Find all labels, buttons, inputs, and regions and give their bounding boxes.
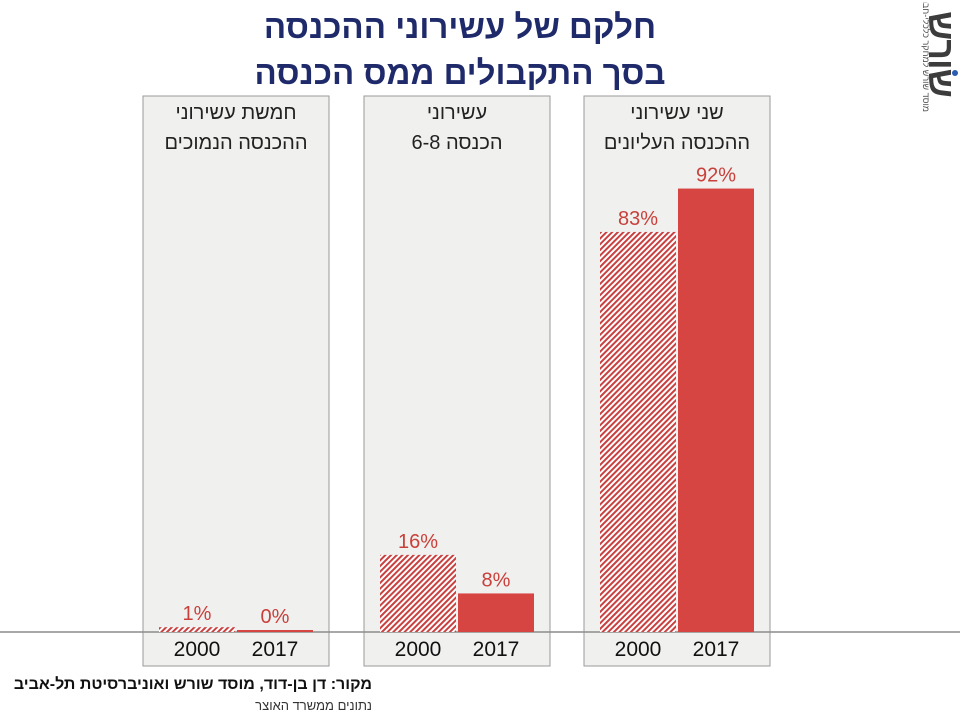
bar-0-2017 bbox=[237, 630, 313, 632]
value-label: 16% bbox=[398, 531, 438, 553]
source-data-note: נתונים ממשרד האוצר bbox=[255, 698, 372, 713]
panel-background-0 bbox=[142, 95, 330, 667]
bar-1-2017 bbox=[458, 593, 534, 632]
value-label: 8% bbox=[482, 569, 511, 591]
category-label: 2017 bbox=[252, 638, 299, 661]
panel-label-top-two: שני עשירוני ההכנסה העליונים bbox=[584, 98, 770, 158]
panel-label-deciles-6-8: עשירוני הכנסה 6-8 bbox=[364, 98, 550, 158]
category-label: 2000 bbox=[395, 638, 442, 661]
panel-label-line2: ההכנסה הנמוכים bbox=[164, 132, 308, 154]
value-label: 92% bbox=[696, 165, 736, 187]
panel-label-line2: ההכנסה העליונים bbox=[603, 132, 751, 154]
panel-label-line1: חמשת עשירוני bbox=[175, 102, 297, 124]
category-label: 2000 bbox=[174, 638, 221, 661]
bar-0-2000 bbox=[159, 627, 235, 632]
value-label: 83% bbox=[618, 208, 658, 230]
bar-2-2017 bbox=[678, 188, 754, 632]
category-label: 2000 bbox=[615, 638, 662, 661]
chart-title-line1: חלקם של עשירוני ההכנסה bbox=[263, 8, 657, 45]
category-label: 2017 bbox=[473, 638, 520, 661]
panel-label-bottom-five: חמשת עשירוני ההכנסה הנמוכים bbox=[143, 98, 329, 158]
value-label: 0% bbox=[261, 606, 290, 628]
panel-label-line1: עשירוני bbox=[426, 102, 488, 124]
bar-2-2000 bbox=[600, 231, 676, 632]
chart-title-line2: בסך התקבולים ממס הכנסה bbox=[254, 54, 666, 91]
panel-label-line2: הכנסה 6-8 bbox=[411, 132, 503, 154]
shoresh-logo: שורש מוסד שורש למחקר כלכלי-חברתי bbox=[921, 2, 960, 112]
panel-label-line1: שני עשירוני bbox=[630, 102, 724, 124]
logo-dot-icon bbox=[952, 70, 958, 76]
bar-1-2000 bbox=[380, 554, 456, 632]
category-label: 2017 bbox=[693, 638, 740, 661]
source-credit: מקור: דן בן-דוד, מוסד שורש ואוניברסיטת ת… bbox=[13, 676, 372, 693]
value-label: 1% bbox=[183, 603, 212, 625]
